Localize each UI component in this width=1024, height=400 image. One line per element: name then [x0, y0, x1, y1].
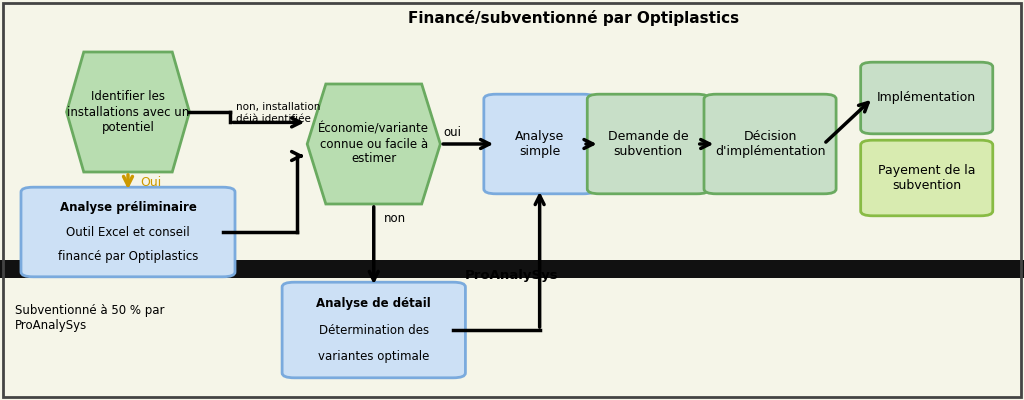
Text: non: non — [384, 212, 407, 225]
Text: Subventionné à 50 % par
ProAnalySys: Subventionné à 50 % par ProAnalySys — [15, 304, 165, 332]
Text: Économie/variante
connue ou facile à
estimer: Économie/variante connue ou facile à est… — [318, 122, 429, 166]
FancyBboxPatch shape — [484, 94, 596, 194]
FancyBboxPatch shape — [282, 282, 465, 378]
Text: Oui: Oui — [140, 176, 162, 188]
FancyBboxPatch shape — [860, 140, 993, 216]
Text: Implémentation: Implémentation — [878, 92, 976, 104]
Text: ProAnalySys: ProAnalySys — [465, 269, 559, 282]
Text: Financé/subventionné par Optiplastics: Financé/subventionné par Optiplastics — [408, 10, 739, 26]
Bar — [0, 0, 1024, 260]
Text: Outil Excel et conseil: Outil Excel et conseil — [67, 226, 189, 238]
Text: oui: oui — [443, 126, 462, 139]
Bar — [0, 260, 1024, 278]
Text: Analyse préliminaire: Analyse préliminaire — [59, 201, 197, 214]
Text: variantes optimale: variantes optimale — [318, 350, 429, 362]
Text: Décision
d'implémentation: Décision d'implémentation — [715, 130, 825, 158]
Text: Détermination des: Détermination des — [318, 324, 429, 336]
FancyBboxPatch shape — [20, 187, 234, 277]
FancyBboxPatch shape — [705, 94, 836, 194]
Text: Analyse
simple: Analyse simple — [515, 130, 564, 158]
Text: Demande de
subvention: Demande de subvention — [608, 130, 688, 158]
Polygon shape — [67, 52, 189, 172]
Polygon shape — [307, 84, 440, 204]
Bar — [0, 278, 1024, 400]
FancyBboxPatch shape — [588, 94, 709, 194]
Text: non, installation
déjà identifiée: non, installation déjà identifiée — [236, 102, 319, 124]
Text: Identifier les
installations avec un
potentiel: Identifier les installations avec un pot… — [67, 90, 189, 134]
FancyBboxPatch shape — [860, 62, 993, 134]
Text: Payement de la
subvention: Payement de la subvention — [878, 164, 976, 192]
Text: financé par Optiplastics: financé par Optiplastics — [57, 250, 199, 263]
Text: Analyse de détail: Analyse de détail — [316, 298, 431, 310]
